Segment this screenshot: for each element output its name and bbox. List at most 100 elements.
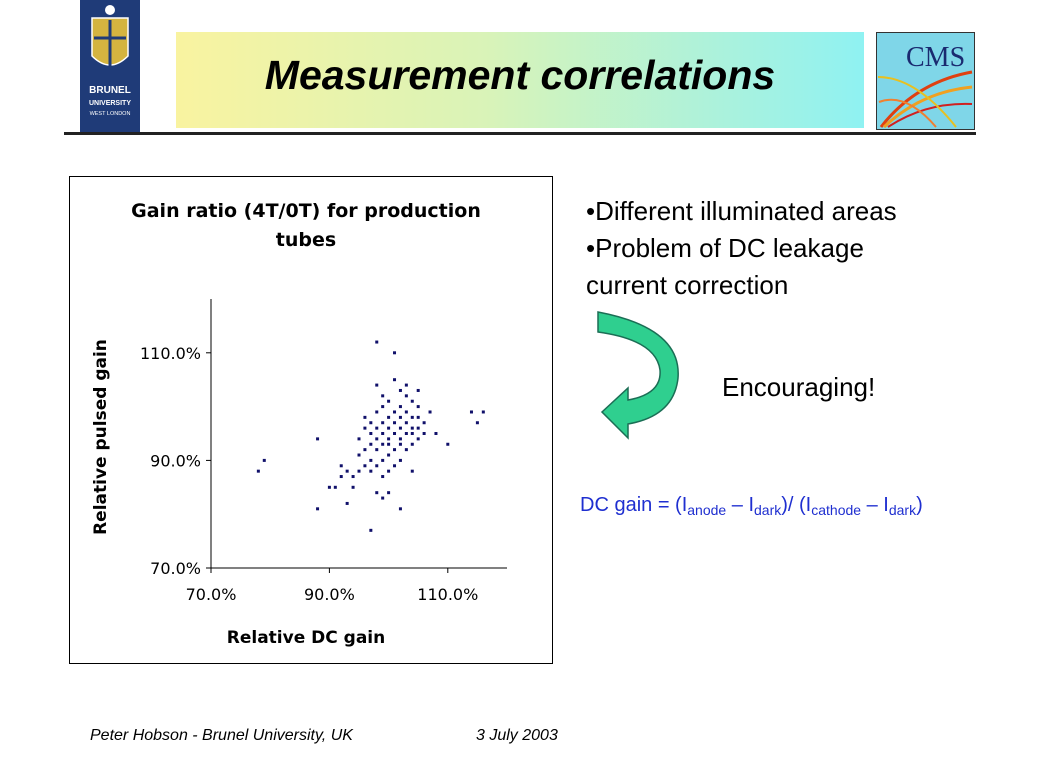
scatter-point [369, 528, 373, 532]
y-tick-label: 70.0% [150, 559, 201, 578]
cms-logo-icon: CMS [876, 32, 975, 130]
scatter-point [416, 405, 420, 409]
scatter-point [333, 485, 337, 489]
scatter-point [387, 399, 391, 403]
scatter-point [363, 464, 367, 468]
scatter-point [381, 475, 385, 479]
scatter-point [428, 410, 432, 414]
dc-gain-formula: DC gain = (Ianode – Idark)/ (Icathode – … [580, 494, 923, 518]
scatter-point [375, 340, 379, 344]
scatter-point [316, 437, 320, 441]
scatter-point [339, 475, 343, 479]
scatter-point [357, 469, 361, 473]
scatter-point [481, 410, 485, 414]
scatter-point [369, 469, 373, 473]
chart-title-line2: tubes [276, 229, 336, 251]
scatter-point [345, 501, 349, 505]
scatter-point [357, 437, 361, 441]
formula-mid1: – I [726, 494, 754, 516]
scatter-point [404, 394, 408, 398]
page-title: Measurement correlations [264, 52, 776, 98]
scatter-point [398, 426, 402, 430]
bullet-list: •Different illuminated areas •Problem of… [586, 193, 1006, 304]
brunel-crest-icon: BRUNEL UNIVERSITY WEST LONDON [89, 5, 131, 117]
scatter-point [410, 469, 414, 473]
scatter-point [256, 469, 260, 473]
scatter-point [387, 415, 391, 419]
curved-arrow-icon [590, 308, 690, 453]
scatter-point [387, 426, 391, 430]
encouraging-text: Encouraging! [722, 372, 876, 402]
scatter-point [369, 421, 373, 425]
bullet-item-1: •Different illuminated areas [586, 196, 897, 226]
formula-sub-dark1: dark [754, 502, 782, 518]
scatter-point [469, 410, 473, 414]
bullet-item-2-continuation: current correction [586, 270, 789, 300]
scatter-chart: Gain ratio (4T/0T) for production tubes … [69, 176, 553, 664]
scatter-point [351, 475, 355, 479]
scatter-point [404, 410, 408, 414]
scatter-point [393, 410, 397, 414]
formula-mid3: – I [861, 494, 889, 516]
scatter-point [393, 421, 397, 425]
scatter-point [375, 437, 379, 441]
scatter-point [410, 432, 414, 435]
scatter-point [369, 442, 373, 446]
scatter-point [393, 464, 397, 468]
scatter-point [404, 448, 408, 452]
scatter-point [357, 453, 361, 457]
y-axis-label: Relative pulsed gain [91, 339, 111, 535]
title-rule [64, 132, 976, 135]
scatter-point [363, 448, 367, 452]
scatter-point [363, 415, 367, 419]
x-axis-label: Relative DC gain [227, 628, 385, 648]
cms-logo-text: CMS [906, 42, 965, 73]
scatter-point [262, 458, 266, 462]
scatter-point [369, 432, 373, 435]
scatter-point [381, 405, 385, 409]
scatter-point [375, 491, 379, 495]
scatter-point [404, 421, 408, 425]
scatter-point [416, 426, 420, 430]
footer-author: Peter Hobson - Brunel University, UK [90, 727, 353, 744]
scatter-point [410, 399, 414, 403]
scatter-point [422, 421, 426, 425]
scatter-point [345, 469, 349, 473]
scatter-point [434, 432, 438, 435]
logo-line2: UNIVERSITY [89, 100, 131, 107]
scatter-point [375, 410, 379, 414]
scatter-point [387, 469, 391, 473]
scatter-point [398, 507, 402, 511]
scatter-point [375, 383, 379, 387]
scatter-point [381, 458, 385, 462]
logo-line1: BRUNEL [89, 85, 131, 96]
scatter-point [369, 458, 373, 462]
formula-suffix: ) [916, 494, 923, 516]
formula-sub-cathode: cathode [811, 502, 862, 518]
x-tick-label: 90.0% [304, 585, 355, 604]
scatter-point [446, 442, 450, 446]
y-tick-label: 110.0% [140, 344, 201, 363]
scatter-point [422, 432, 426, 435]
scatter-point [398, 442, 402, 446]
formula-mid2: )/ (I [781, 494, 812, 516]
scatter-point [387, 491, 391, 495]
cms-logo: CMS [876, 32, 975, 130]
scatter-point [393, 432, 397, 435]
scatter-point [363, 426, 367, 430]
scatter-point [416, 388, 420, 392]
formula-prefix: DC gain = (I [580, 494, 688, 516]
scatter-point [339, 464, 343, 468]
scatter-point [381, 496, 385, 500]
scatter-point [381, 421, 385, 425]
scatter-point [398, 415, 402, 419]
x-tick-label: 70.0% [186, 585, 237, 604]
scatter-point [410, 426, 414, 430]
x-tick-label: 110.0% [417, 585, 478, 604]
scatter-point [393, 378, 397, 382]
footer-date: 3 July 2003 [476, 727, 558, 744]
brunel-university-logo: BRUNEL UNIVERSITY WEST LONDON [80, 0, 140, 132]
scatter-point [351, 485, 355, 489]
scatter-point [375, 448, 379, 452]
scatter-point [375, 426, 379, 430]
